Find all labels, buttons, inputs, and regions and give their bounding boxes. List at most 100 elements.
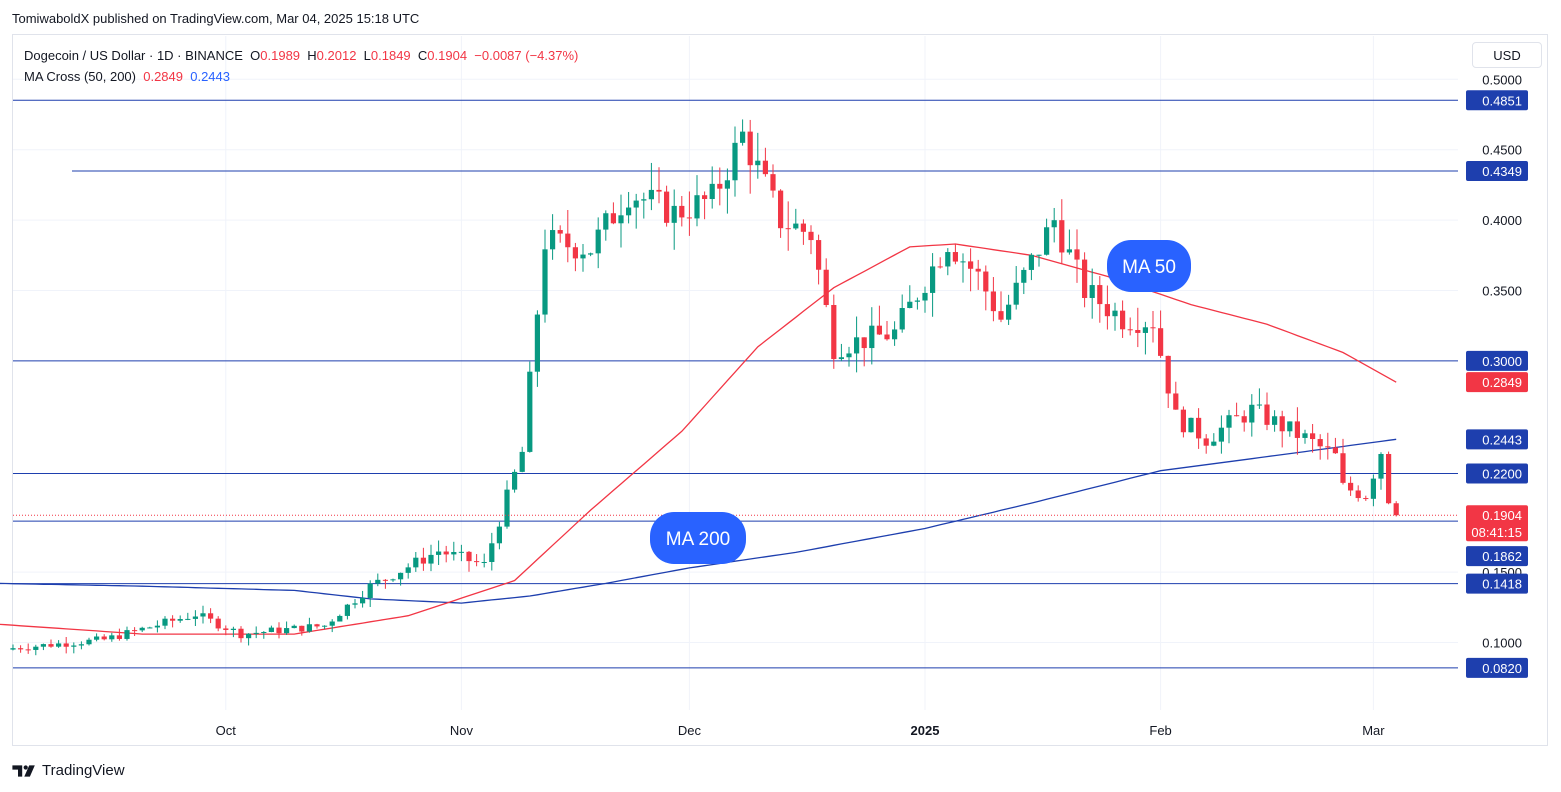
candle[interactable] [284, 621, 290, 635]
candle[interactable] [823, 258, 829, 308]
candle[interactable] [960, 253, 966, 283]
candle[interactable] [1180, 406, 1186, 438]
candle[interactable] [519, 446, 525, 473]
candle[interactable] [1226, 409, 1232, 444]
candle[interactable] [481, 553, 487, 568]
candle[interactable] [808, 225, 814, 255]
candle[interactable] [626, 191, 632, 224]
chart-frame[interactable] [12, 34, 1548, 746]
candle[interactable] [1196, 408, 1202, 449]
candle[interactable] [1310, 423, 1316, 453]
candle[interactable] [816, 234, 822, 285]
candle[interactable] [147, 626, 153, 629]
candle[interactable] [474, 554, 480, 567]
candle[interactable] [884, 320, 890, 341]
candle[interactable] [968, 248, 974, 292]
candle[interactable] [1006, 294, 1012, 325]
candle[interactable] [527, 361, 533, 453]
candle[interactable] [56, 640, 62, 648]
candle[interactable] [352, 599, 358, 609]
candle[interactable] [230, 626, 236, 638]
candle[interactable] [671, 189, 677, 250]
candle[interactable] [975, 259, 981, 290]
candle[interactable] [550, 214, 556, 260]
candle[interactable] [329, 619, 335, 633]
candle[interactable] [686, 191, 692, 236]
level-price-tag[interactable]: 0.1418 [1466, 573, 1528, 594]
candle[interactable] [1013, 266, 1019, 310]
candle[interactable] [770, 164, 776, 198]
candle[interactable] [869, 307, 875, 365]
candle[interactable] [1165, 355, 1171, 409]
candle[interactable] [314, 623, 320, 629]
candle[interactable] [496, 521, 502, 550]
candle[interactable] [1044, 218, 1050, 256]
candle[interactable] [1264, 392, 1270, 431]
candle[interactable] [899, 294, 905, 333]
candle[interactable] [565, 209, 571, 263]
candle[interactable] [892, 321, 898, 346]
candle[interactable] [18, 645, 24, 653]
candle[interactable] [398, 572, 404, 586]
symbol-title[interactable]: Dogecoin / US Dollar · 1D · BINANCE [24, 48, 243, 63]
candle[interactable] [443, 545, 449, 563]
candle[interactable] [344, 603, 350, 620]
candle[interactable] [1340, 438, 1346, 485]
candle[interactable] [405, 563, 411, 579]
candle[interactable] [306, 617, 312, 633]
candle[interactable] [40, 643, 46, 651]
candle[interactable] [458, 544, 464, 562]
candle[interactable] [724, 168, 730, 214]
candle[interactable] [1287, 421, 1293, 437]
candle[interactable] [413, 551, 419, 572]
candle[interactable] [572, 242, 578, 272]
candle[interactable] [253, 626, 259, 639]
candle[interactable] [595, 217, 601, 269]
level-price-tag[interactable]: 0.2200 [1466, 463, 1528, 484]
candle[interactable] [679, 196, 685, 227]
candle[interactable] [185, 612, 191, 621]
candle[interactable] [945, 248, 951, 276]
candle[interactable] [664, 185, 670, 227]
candle[interactable] [1066, 229, 1072, 255]
candle[interactable] [1355, 485, 1361, 502]
candle[interactable] [116, 628, 122, 641]
candle[interactable] [876, 305, 882, 335]
candle[interactable] [154, 620, 160, 633]
ma50-price-tag[interactable]: 0.2849 [1466, 372, 1528, 393]
candle[interactable] [983, 265, 989, 311]
candle[interactable] [1363, 495, 1369, 501]
candle[interactable] [1348, 476, 1354, 496]
candle[interactable] [1378, 452, 1384, 490]
candle[interactable] [382, 579, 388, 589]
candle[interactable] [1203, 434, 1209, 454]
level-price-tag[interactable]: 0.4851 [1466, 90, 1528, 111]
candle[interactable] [747, 119, 753, 194]
candle[interactable] [1028, 253, 1034, 281]
candle[interactable] [937, 257, 943, 269]
candle[interactable] [1325, 432, 1331, 460]
candle[interactable] [1393, 501, 1399, 517]
candle[interactable] [907, 285, 913, 309]
candle[interactable] [861, 337, 867, 367]
candle[interactable] [63, 636, 69, 654]
candle[interactable] [1089, 268, 1095, 319]
candle[interactable] [322, 625, 328, 630]
candle[interactable] [740, 119, 746, 146]
candle[interactable] [451, 541, 457, 561]
candle[interactable] [1135, 307, 1141, 348]
candle[interactable] [1097, 276, 1103, 323]
candle[interactable] [276, 622, 282, 639]
candle[interactable] [124, 626, 130, 641]
candle[interactable] [998, 291, 1004, 323]
candle[interactable] [48, 639, 54, 648]
candle[interactable] [854, 316, 860, 373]
candle[interactable] [1272, 410, 1278, 432]
candle[interactable] [94, 633, 100, 642]
candle[interactable] [603, 210, 609, 241]
candle[interactable] [504, 480, 510, 529]
candle[interactable] [633, 193, 639, 229]
candle[interactable] [793, 208, 799, 230]
candle[interactable] [534, 310, 540, 387]
candle[interactable] [580, 244, 586, 272]
